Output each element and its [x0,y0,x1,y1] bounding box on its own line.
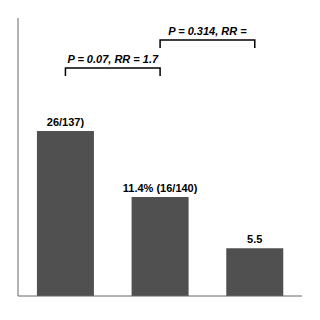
svg-text:P = 0.314, RR =: P = 0.314, RR = [168,25,247,37]
svg-text:P = 0.07, RR = 1.7: P = 0.07, RR = 1.7 [67,53,159,65]
svg-text:5.5: 5.5 [247,233,262,245]
svg-text:26/137): 26/137) [47,116,85,128]
svg-text:11.4% (16/140): 11.4% (16/140) [123,182,198,194]
